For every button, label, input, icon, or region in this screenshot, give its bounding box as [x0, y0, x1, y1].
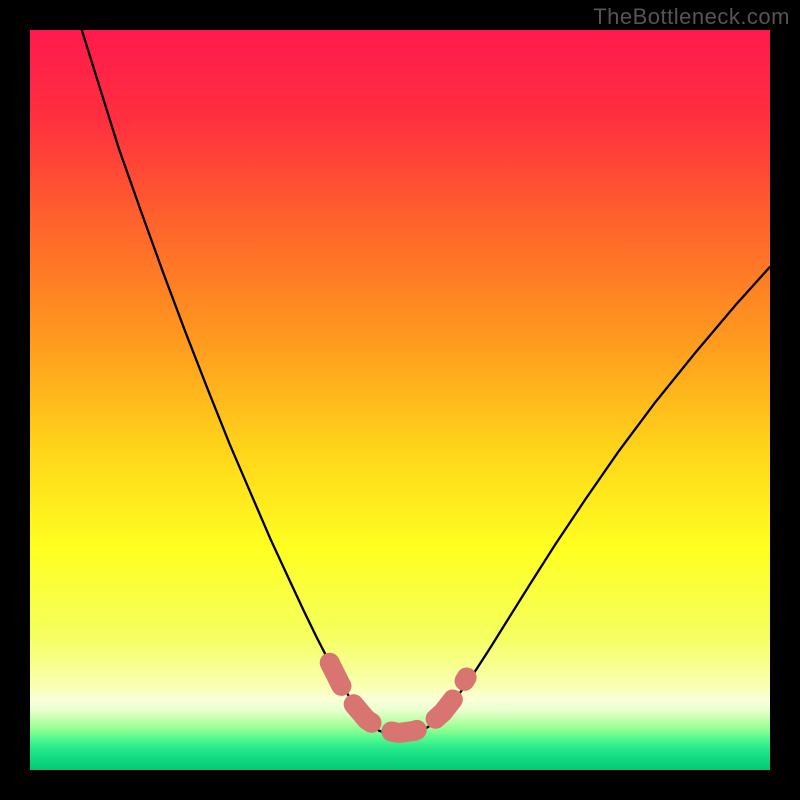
chart-svg: [0, 0, 800, 800]
watermark-text: TheBottleneck.com: [593, 4, 790, 30]
chart-stage: TheBottleneck.com: [0, 0, 800, 800]
gradient-background: [30, 30, 770, 770]
